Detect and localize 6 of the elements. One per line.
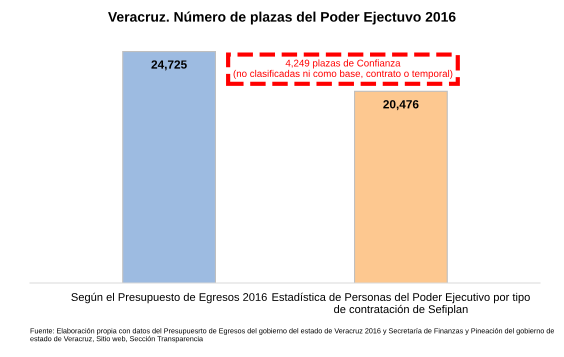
x-tick-label: Estadística de Personas del Poder Ejecutivo por tipo de contratación de Sefiplan bbox=[272, 292, 530, 316]
annotation: 4,249 plazas de Confianza (no clasificadas ni como base, contrato o temporal) bbox=[234, 59, 452, 79]
chart-title: Veracruz. Número de plazas del Poder Ejectuvo 2016 bbox=[108, 11, 456, 25]
x-tick-label: Según el Presupuesto de Egresos 2016 bbox=[71, 292, 267, 304]
data-label: 20,476 bbox=[383, 100, 419, 110]
data-label: 24,725 bbox=[151, 60, 187, 70]
